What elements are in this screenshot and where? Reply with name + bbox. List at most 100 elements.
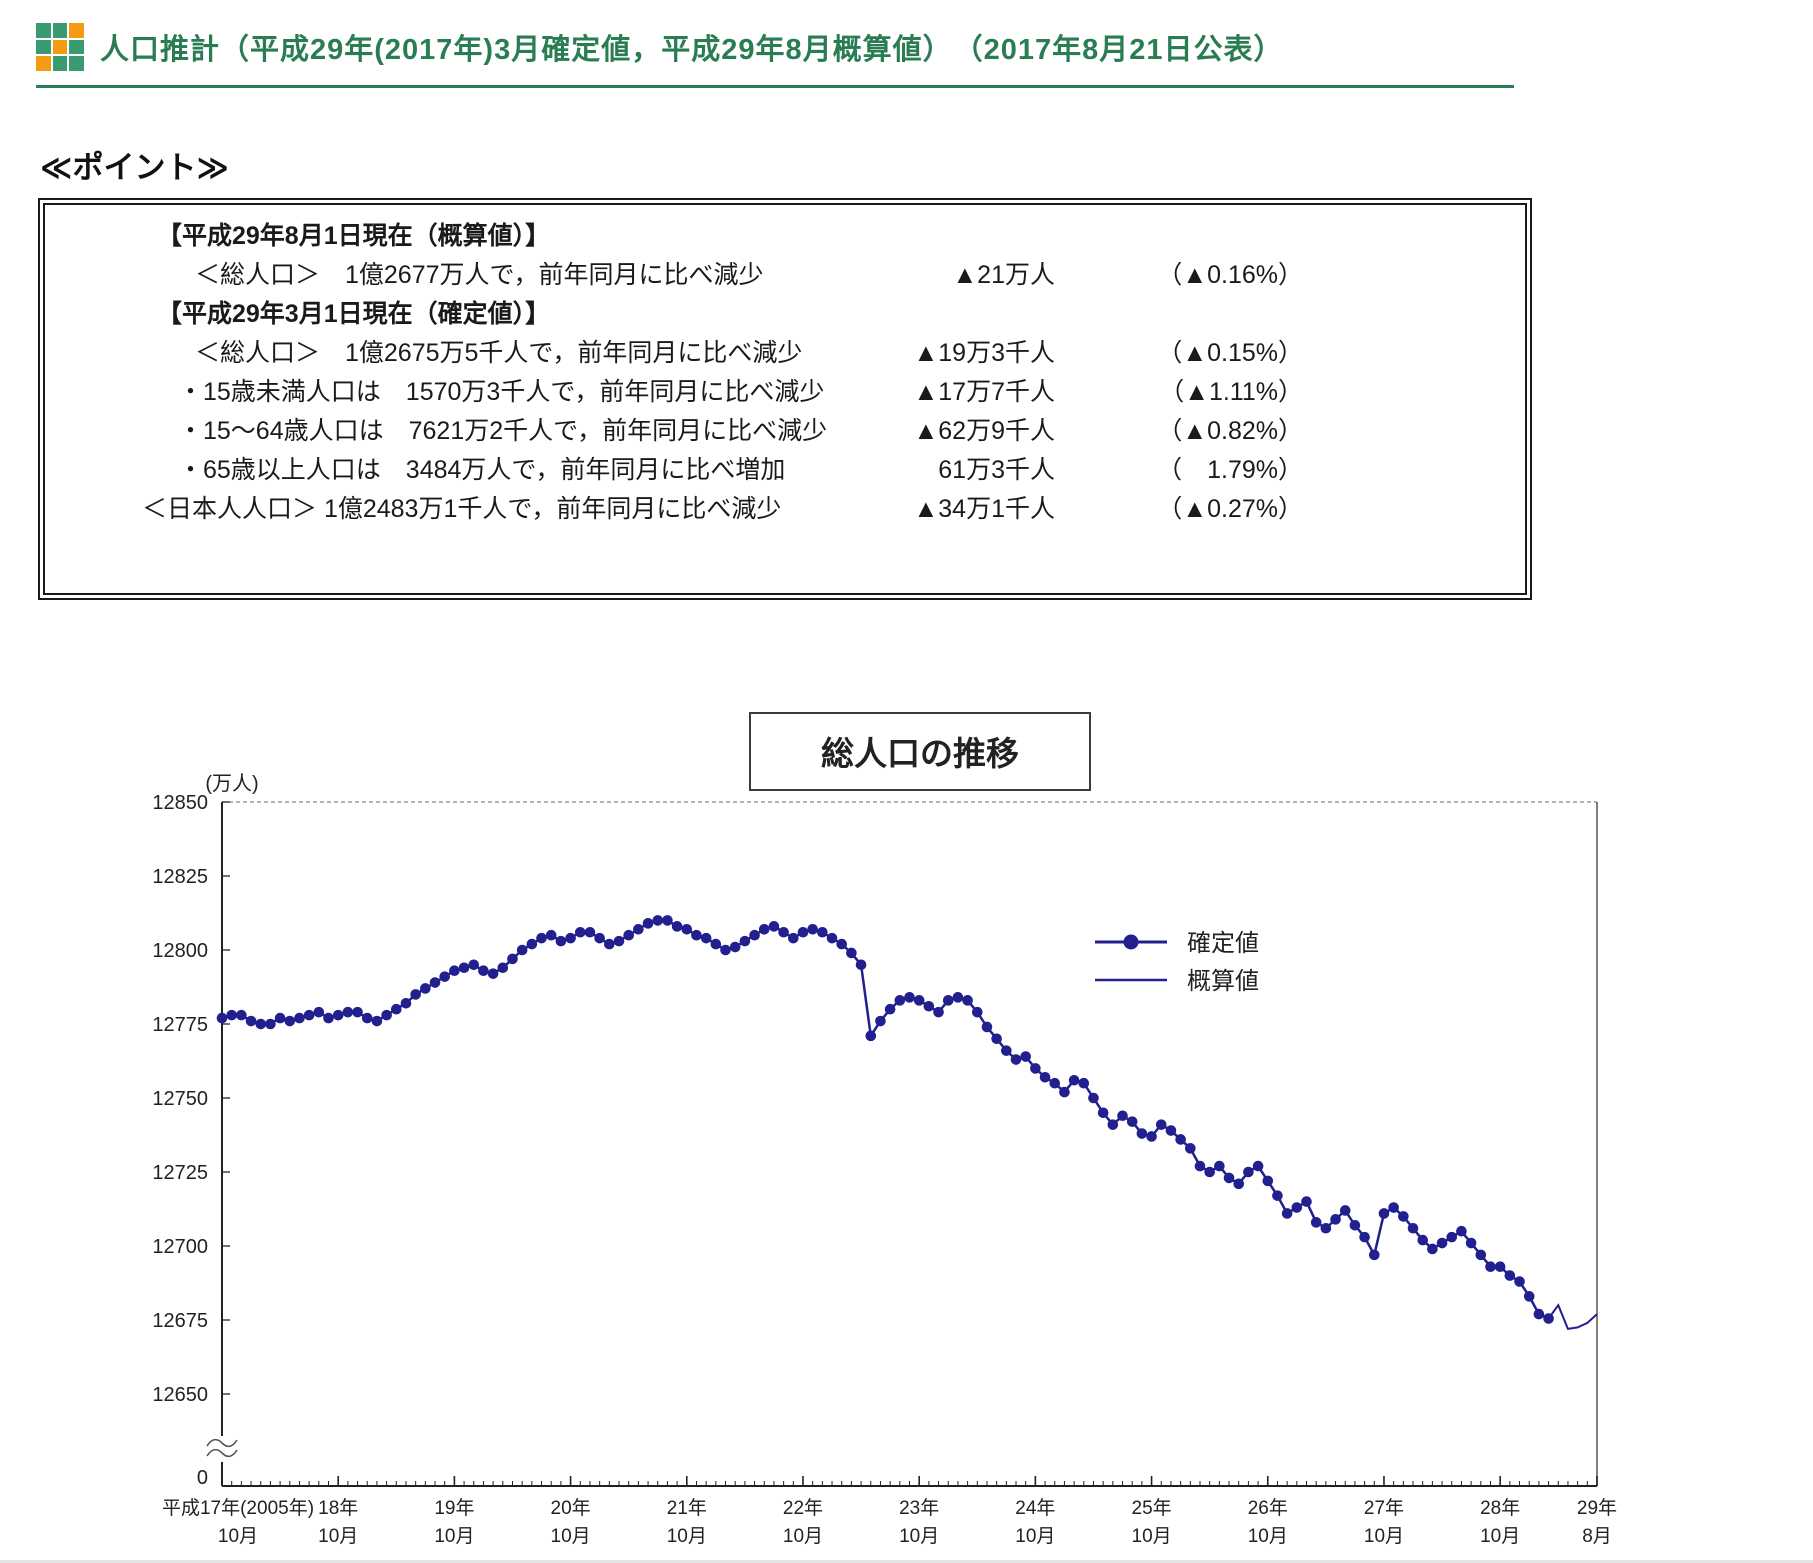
stats-grid-icon-cell	[69, 56, 84, 71]
y-unit-label: (万人)	[205, 772, 258, 795]
data-point-marker	[768, 921, 780, 932]
x-tick-year-label: 平成17年(2005年)	[162, 1497, 314, 1519]
points-stat-row: ＜日本人人口＞ 1億2483万1千人で，前年同月に比べ減少 ▲34万1千人 （▲0.…	[45, 490, 1525, 529]
data-point-marker	[1165, 1125, 1177, 1136]
data-point-marker	[1214, 1160, 1225, 1172]
stat-text: ・65歳以上人口は 3484万人で，前年同月に比べ増加	[178, 456, 786, 484]
stat-change-percent: （▲1.11%）	[1159, 378, 1303, 406]
data-point-marker	[1223, 1172, 1235, 1184]
data-point-marker	[468, 959, 480, 971]
stat-text: ・15～64歳人口は 7621万2千人で，前年同月に比べ減少	[178, 417, 828, 445]
data-point-marker	[400, 997, 412, 1009]
data-point-marker	[1514, 1276, 1525, 1287]
axis-break-squiggle	[206, 1448, 238, 1458]
data-point-marker	[1049, 1077, 1061, 1089]
stats-grid-icon-cell	[36, 56, 51, 71]
x-tick-month-label: 8月	[1582, 1526, 1612, 1547]
data-point-marker	[1233, 1178, 1245, 1190]
data-point-marker	[545, 929, 557, 941]
data-point-marker	[720, 944, 731, 956]
data-point-marker	[1194, 1160, 1206, 1172]
data-point-marker	[1097, 1107, 1109, 1119]
data-point-marker	[390, 1003, 402, 1015]
legend-label-final: 確定値	[1187, 930, 1259, 957]
data-point-marker	[797, 926, 809, 938]
data-point-marker	[691, 929, 702, 941]
stat-change-amount: ▲34万1千人	[913, 495, 1055, 523]
data-point-marker	[1262, 1175, 1274, 1187]
data-point-marker	[1407, 1222, 1419, 1234]
data-point-marker	[1378, 1208, 1390, 1219]
stat-change-percent: （▲0.15%）	[1157, 339, 1303, 367]
points-stat-row: ・15～64歳人口は 7621万2千人で，前年同月に比べ減少 ▲62万9千人 （▲0…	[45, 412, 1525, 451]
data-point-marker	[623, 929, 634, 941]
data-point-marker	[652, 915, 664, 926]
data-point-marker	[662, 915, 673, 926]
data-point-marker	[565, 932, 576, 944]
data-point-marker	[1368, 1249, 1380, 1261]
data-point-marker	[1136, 1128, 1148, 1139]
data-point-marker	[710, 938, 722, 950]
data-point-marker	[788, 932, 799, 944]
data-point-marker	[855, 959, 867, 971]
x-tick-year-label: 24年	[1015, 1497, 1055, 1519]
data-point-marker	[1088, 1092, 1099, 1104]
data-point-marker	[487, 968, 499, 979]
chart-title: 総人口の推移	[821, 735, 1019, 772]
data-point-marker	[1126, 1116, 1138, 1127]
x-tick-year-label: 23年	[899, 1497, 939, 1519]
x-tick-month-label: 10月	[1015, 1526, 1055, 1547]
data-point-marker	[729, 941, 741, 953]
data-point-marker	[594, 932, 605, 944]
data-point-marker	[332, 1009, 344, 1021]
data-point-marker	[865, 1030, 877, 1042]
x-tick-year-label: 26年	[1248, 1497, 1288, 1519]
data-point-marker	[884, 1003, 896, 1015]
x-tick-year-label: 25年	[1132, 1497, 1172, 1519]
data-point-marker	[1485, 1261, 1496, 1273]
stats-grid-icon-cell	[36, 23, 51, 38]
x-tick-year-label: 22年	[783, 1497, 823, 1519]
data-point-marker	[613, 935, 625, 947]
chart-title-box	[749, 712, 1091, 791]
data-point-marker	[875, 1015, 886, 1027]
stat-change-amount: ▲19万3千人	[913, 339, 1055, 367]
data-point-marker	[633, 923, 644, 935]
stat-change-percent: （ 1.79%）	[1157, 456, 1303, 484]
final-estimate-line	[221, 919, 1550, 1320]
x-tick-year-label: 20年	[551, 1497, 591, 1519]
data-point-marker	[1417, 1234, 1429, 1246]
population-chart: 総人口の推移 (万人)12850 12825 12800 12775 12750 12725…	[152, 712, 1617, 1547]
data-point-marker	[536, 932, 547, 944]
data-point-marker	[429, 977, 441, 988]
axis-break-gap	[218, 1436, 226, 1462]
data-point-marker	[371, 1015, 383, 1027]
page-title: 人口推計（平成29年(2017年)3月確定値，平成29年8月概算値） （2017…	[100, 34, 1284, 66]
data-point-marker	[1523, 1291, 1535, 1302]
x-tick-month-label: 10月	[218, 1526, 258, 1547]
x-tick-month-label: 10月	[783, 1526, 823, 1547]
stats-grid-icon-cell	[36, 39, 51, 55]
data-point-marker	[381, 1009, 392, 1021]
data-point-marker	[1146, 1131, 1157, 1142]
data-point-marker	[458, 962, 470, 974]
data-point-marker	[1078, 1077, 1090, 1089]
x-tick-month-label: 10月	[318, 1526, 358, 1547]
data-point-marker	[1001, 1045, 1012, 1056]
points-stat-row: ・65歳以上人口は 3484万人で，前年同月に比べ増加 61万3千人 （ 1.79%…	[45, 451, 1525, 490]
x-tick-year-label: 21年	[667, 1497, 707, 1519]
y-tick-label: 12750	[152, 1088, 208, 1110]
x-tick-month-label: 10月	[1132, 1526, 1172, 1547]
stats-grid-icon	[36, 23, 84, 71]
x-tick-month-label: 10月	[434, 1526, 474, 1547]
data-point-marker	[758, 923, 770, 935]
data-point-marker	[352, 1006, 363, 1018]
data-point-marker	[265, 1018, 276, 1030]
axis-break-squiggle	[206, 1438, 238, 1448]
data-point-marker	[1475, 1249, 1487, 1261]
x-tick-year-label: 27年	[1364, 1497, 1404, 1519]
data-point-marker	[1436, 1237, 1448, 1249]
stat-change-percent: （▲0.27%）	[1157, 495, 1303, 523]
stat-change-percent: （▲0.16%）	[1157, 261, 1303, 289]
y-tick-label: 12675	[152, 1310, 208, 1332]
